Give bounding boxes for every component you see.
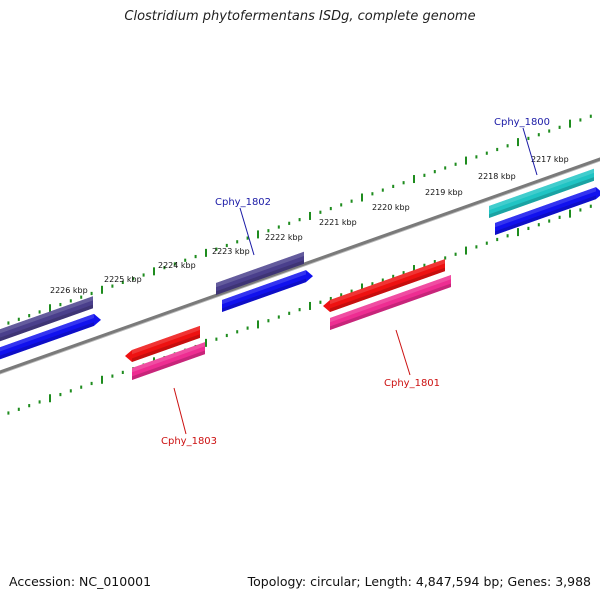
genome-backbone (0, 157, 600, 375)
backbone-line (0, 157, 600, 374)
gene-feature-bar (125, 325, 200, 362)
outer-ruler-ticks (7, 114, 592, 325)
gene-cphy-1802[interactable] (216, 251, 313, 312)
gene-cphy-1803[interactable] (125, 325, 205, 380)
gene-feature-bar (0, 296, 93, 342)
gene-label-leader (173, 387, 187, 435)
gene-labels: Cphy_1800 Cphy_1801 Cphy_1802 Cphy_1803 (161, 117, 550, 447)
gene-strand-arrow (0, 313, 101, 360)
gene-cphy-1800[interactable] (489, 168, 600, 235)
gene-strand-arrow (132, 342, 205, 380)
ruler-tick-label: 2224 kbp (158, 261, 196, 270)
gene-label[interactable]: Cphy_1800 (494, 117, 550, 128)
ruler-tick-label: 2220 kbp (372, 203, 410, 212)
gene-strand-arrow (495, 187, 600, 235)
gene-features (0, 168, 600, 380)
ruler-tick-label: 2222 kbp (265, 233, 303, 242)
ruler-tick-label: 2221 kbp (319, 218, 357, 227)
gene-label-leader (522, 127, 538, 176)
ruler-tick-labels: 2217 kbp 2218 kbp 2219 kbp 2220 kbp 2221 kbp… (50, 155, 569, 295)
ruler-tick-label: 2218 kbp (478, 172, 516, 181)
map-title: Clostridium phytofermentans ISDg, comple… (124, 9, 476, 24)
gene-strand-arrow (330, 275, 451, 330)
gene-strand-arrow (222, 270, 313, 312)
gene-label-leader (395, 329, 411, 376)
gene-label[interactable]: Cphy_1802 (215, 197, 271, 208)
gene-partial[interactable] (0, 296, 101, 361)
gene-label[interactable]: Cphy_1801 (384, 378, 440, 389)
gene-feature-bar (323, 259, 445, 312)
genome-summary: Topology: circular; Length: 4,847,594 bp… (247, 574, 591, 589)
ruler-tick-label: 2225 kbp (104, 275, 142, 284)
ruler-tick-label: 2226 kbp (50, 286, 88, 295)
ruler-tick-label: 2219 kbp (425, 188, 463, 197)
gene-feature-bar (216, 251, 304, 295)
gene-label-leader (239, 207, 255, 256)
gene-label[interactable]: Cphy_1803 (161, 436, 217, 447)
ruler-tick-label: 2223 kbp (212, 247, 250, 256)
accession-label: Accession: NC_010001 (9, 574, 152, 589)
gene-cphy-1801[interactable] (323, 259, 451, 330)
gene-feature-bar (489, 168, 594, 218)
ruler-tick-label: 2217 kbp (531, 155, 569, 164)
